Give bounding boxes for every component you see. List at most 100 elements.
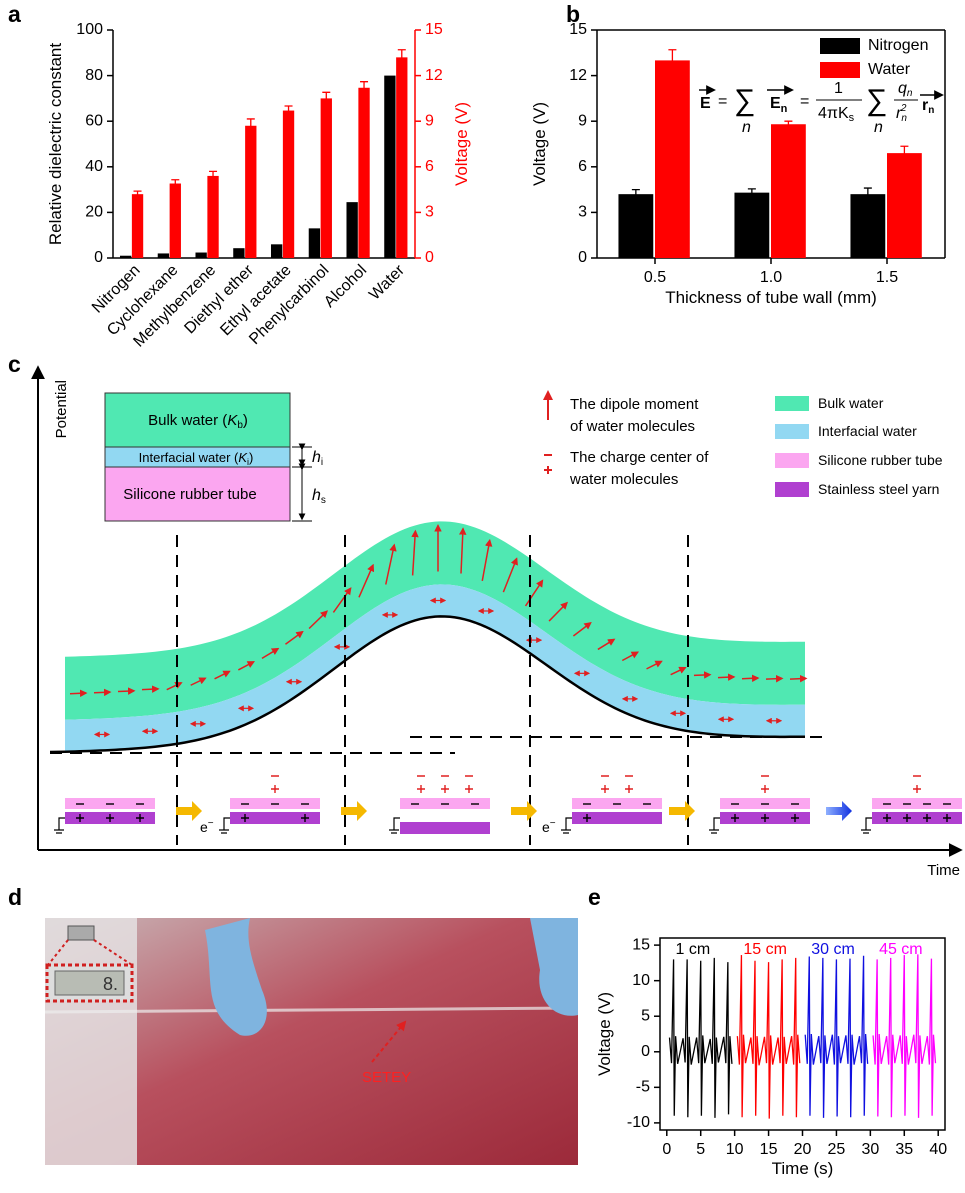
- electron-label: e−: [542, 818, 556, 835]
- formula-text: n: [928, 105, 934, 116]
- y-tick-label: 15: [569, 21, 587, 38]
- signal-line: [805, 956, 867, 1118]
- symbol-label: The charge center of: [570, 449, 709, 466]
- y-tick-label: 60: [85, 112, 103, 129]
- formula-text: E: [700, 95, 711, 112]
- y-tick-label: 6: [578, 158, 587, 175]
- legend-swatch: [775, 482, 809, 497]
- x-tick-label: 0.5: [644, 269, 666, 286]
- formula-text: n: [742, 119, 751, 136]
- dipole: [742, 678, 758, 679]
- y-tick-label: 100: [76, 21, 103, 38]
- y-tick-label: 10: [632, 972, 650, 989]
- charge-icon: [544, 455, 552, 474]
- legend-label: Silicone rubber tube: [818, 452, 943, 468]
- inset-label: Bulk water (Kb): [148, 412, 248, 431]
- dipole: [142, 689, 158, 690]
- formula-text: ∑: [734, 84, 755, 117]
- legend-label: Bulk water: [818, 395, 884, 411]
- bar: [233, 248, 244, 258]
- bar: [734, 193, 769, 258]
- bar: [207, 176, 218, 258]
- bar: [132, 194, 143, 258]
- bar: [271, 244, 282, 258]
- free-charge: [913, 776, 921, 793]
- bar: [195, 253, 206, 258]
- inset-label: Interfacial water (Ki): [139, 450, 254, 467]
- dipole: [790, 678, 806, 679]
- y2-tick-label: 3: [425, 204, 434, 221]
- ground: [219, 818, 230, 833]
- x-tick-label: 30: [861, 1141, 879, 1158]
- panel-label: d: [8, 884, 22, 910]
- signal-line: [670, 958, 732, 1118]
- bar: [396, 57, 407, 258]
- y-tick-label: -5: [636, 1079, 650, 1096]
- dipole: [694, 675, 710, 676]
- y-tick-label: 0: [578, 249, 587, 266]
- photo: 8. SETEY: [45, 918, 578, 1165]
- y-tick-label: -10: [627, 1114, 650, 1131]
- electron-label: e: [542, 819, 550, 835]
- series-label: 15 cm: [743, 941, 787, 958]
- free-charge: [417, 776, 425, 793]
- dimension-label: s: [321, 495, 326, 506]
- inset-label: Silicone rubber tube: [123, 486, 256, 503]
- inset-label: ): [249, 450, 253, 465]
- y-axis-title: Voltage (V): [595, 992, 614, 1076]
- free-charge: [465, 776, 473, 793]
- axis-label: Potential: [53, 380, 70, 438]
- free-charge: [625, 776, 633, 793]
- symbol-label: The dipole moment: [570, 396, 699, 413]
- water-band: [50, 521, 806, 752]
- axis-label: Time: [927, 862, 960, 879]
- symbol-label: of water molecules: [570, 418, 695, 435]
- legend-label: Nitrogen: [868, 37, 928, 54]
- dipole: [718, 677, 734, 678]
- bar: [158, 253, 169, 258]
- bar: [245, 126, 256, 258]
- x-axis-title: Time (s): [772, 1159, 834, 1178]
- x-tick-label: 0: [662, 1141, 671, 1158]
- legend-swatch: [775, 424, 809, 439]
- x-tick-label: 20: [794, 1141, 812, 1158]
- x-tick-label: 40: [929, 1141, 947, 1158]
- x-tick-label: 10: [726, 1141, 744, 1158]
- formula-text: =: [718, 93, 727, 110]
- y2-tick-label: 12: [425, 67, 443, 84]
- legend-swatch: [820, 62, 860, 78]
- ground: [389, 818, 400, 833]
- transition-arrow: [511, 801, 537, 821]
- ground: [861, 818, 872, 833]
- ground: [709, 818, 720, 833]
- formula-text: 4πK: [818, 105, 849, 122]
- panel-label: a: [8, 1, 21, 27]
- electron-label: −: [550, 818, 556, 829]
- formula-text: rn2: [896, 103, 907, 124]
- y-tick-label: 5: [641, 1007, 650, 1024]
- symbol-label: water molecules: [569, 471, 678, 488]
- legend-label: Water: [868, 61, 911, 78]
- apparatus: [45, 918, 137, 1165]
- dimension-label: hs: [312, 487, 326, 506]
- y-tick-label: 15: [632, 936, 650, 953]
- dipole: [118, 691, 134, 692]
- x-tick-label: 35: [895, 1141, 913, 1158]
- meter-reading: 8.: [103, 974, 118, 994]
- diagram: Potential Time Bulk water (Kb) Interfaci…: [38, 368, 962, 879]
- free-charge: [271, 776, 279, 793]
- bar: [655, 60, 690, 258]
- x-axis-title: Thickness of tube wall (mm): [665, 288, 877, 307]
- formula-text: q: [898, 80, 907, 97]
- bar: [309, 228, 320, 258]
- ground: [54, 818, 65, 833]
- inset-label: ): [243, 412, 248, 429]
- y-tick-label: 3: [578, 204, 587, 221]
- x-tick-label: 25: [828, 1141, 846, 1158]
- bar: [618, 194, 653, 258]
- formula-text: n: [781, 103, 788, 115]
- formula-text: rn: [922, 97, 934, 116]
- series-label: 30 cm: [811, 941, 855, 958]
- formula-text: ∑: [866, 84, 887, 117]
- transition-arrow: [669, 801, 695, 821]
